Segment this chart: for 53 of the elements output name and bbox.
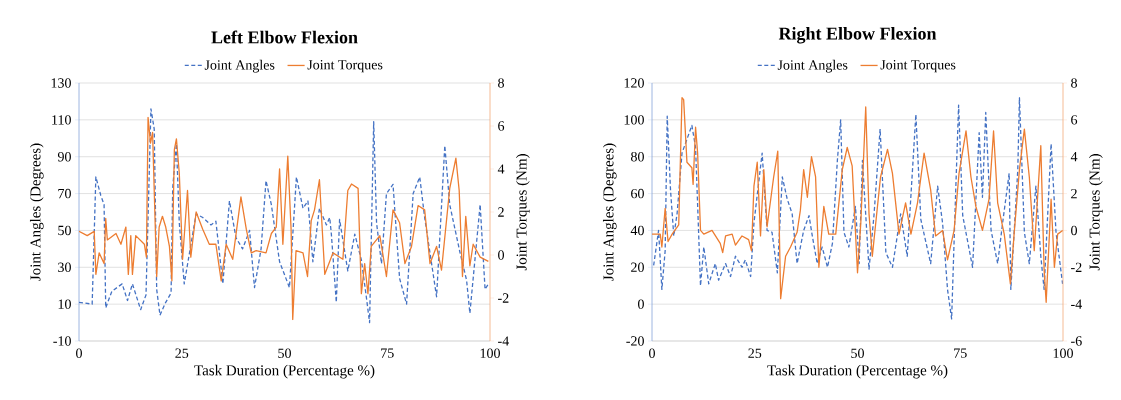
y2-tick-label: 0: [498, 250, 504, 260]
x-axis-title: Task Duration (Percentage %): [767, 364, 948, 379]
x-axis-title: Task Duration (Percentage %): [194, 364, 375, 379]
y2-tick-label: 4: [1070, 152, 1078, 162]
y-axis-title: Joint Angles (Degrees): [29, 143, 44, 281]
y2-tick-label: 8: [1071, 78, 1077, 88]
x-tick-label: 25: [748, 348, 762, 358]
y2-tick-label: -6: [1071, 336, 1082, 346]
y2-tick-label: 6: [498, 121, 505, 131]
y-tick-label: 80: [631, 151, 644, 162]
y2-tick-label: 0: [1071, 225, 1077, 236]
y-tick-label: 60: [631, 188, 644, 199]
y2-tick-label: 8: [498, 78, 504, 88]
x-tick-label: 25: [175, 348, 189, 358]
legend-label: Joint Torques: [880, 60, 956, 73]
y-tick-label: -10: [53, 336, 71, 346]
legend-label: Joint Angles: [204, 59, 275, 73]
y2-tick-label: -4: [498, 336, 509, 346]
y-tick-label: 130: [51, 78, 71, 88]
y-tick-label: 40: [630, 225, 644, 236]
y-tick-label: -20: [626, 336, 644, 346]
y2-tick-label: -2: [1071, 262, 1082, 272]
y-tick-label: 50: [58, 225, 71, 236]
y2-axis-title: Joint Torques (Nm): [1089, 154, 1103, 271]
x-tick-label: 0: [649, 348, 655, 358]
y2-tick-label: -4: [1071, 299, 1082, 309]
y2-tick-label: 2: [1071, 188, 1077, 199]
y-tick-label: 120: [624, 78, 644, 88]
y-axis-title: Joint Angles (Degrees): [602, 143, 617, 281]
y2-tick-label: -2: [498, 293, 509, 303]
y2-axis-title: Joint Torques (Nm): [516, 154, 530, 271]
y-tick-label: 70: [58, 188, 71, 199]
y-tick-label: 0: [638, 299, 644, 309]
y-tick-label: 110: [52, 115, 71, 125]
legend-label: Joint Torques: [307, 60, 383, 73]
y-tick-label: 10: [58, 299, 71, 309]
y-tick-label: 100: [624, 115, 644, 125]
x-tick-label: 75: [381, 348, 394, 358]
x-tick-label: 50: [851, 348, 864, 358]
x-tick-label: 100: [480, 348, 500, 358]
chart-title: Right Elbow Flexion: [778, 27, 937, 44]
x-tick-label: 0: [76, 348, 82, 358]
y2-tick-label: 4: [497, 164, 505, 174]
y-tick-label: 90: [57, 151, 71, 162]
x-tick-label: 75: [954, 348, 967, 358]
y2-tick-label: 6: [1071, 115, 1078, 125]
x-tick-label: 50: [278, 348, 291, 358]
y2-tick-label: 2: [498, 207, 504, 217]
y-tick-label: 30: [58, 262, 71, 273]
y-tick-label: 20: [631, 262, 644, 273]
legend-label: Joint Angles: [777, 59, 848, 73]
chart-title: Left Elbow Flexion: [211, 30, 358, 44]
x-tick-label: 100: [1053, 348, 1073, 358]
